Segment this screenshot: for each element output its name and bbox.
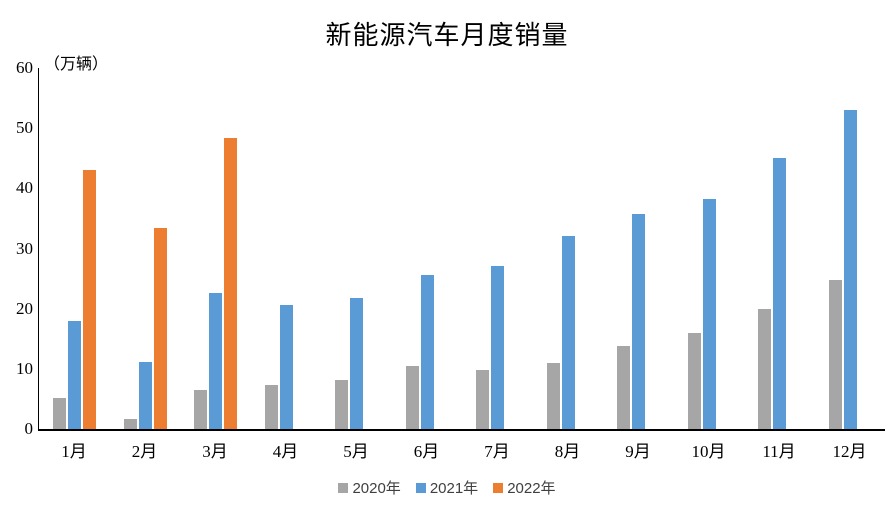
x-tick-label: 1月 <box>61 442 87 461</box>
bar-2020年-9月 <box>617 345 630 429</box>
bar-2020年-10月 <box>687 332 701 429</box>
x-tick-label: 8月 <box>554 442 581 461</box>
bar-2021年-12月 <box>843 109 857 429</box>
bar-2020年-11月 <box>758 308 771 429</box>
bar-2020年-12月 <box>828 279 842 429</box>
legend-item-2020年: 2020年 <box>338 477 401 498</box>
y-tick-label: 0 <box>24 419 34 438</box>
y-tick-label: 30 <box>16 238 33 258</box>
bar-2021年-7月 <box>491 265 504 429</box>
bar-2021年-10月 <box>702 198 716 429</box>
legend-label: 2021年 <box>429 480 479 497</box>
x-axis-line <box>38 429 885 431</box>
legend-label: 2020年 <box>352 480 401 497</box>
bar-2020年-1月 <box>53 397 66 429</box>
bar-2021年-5月 <box>350 298 363 429</box>
y-tick-label: 50 <box>16 118 33 138</box>
legend-item-2022年: 2022年 <box>493 477 556 498</box>
x-tick-label: 7月 <box>484 442 510 461</box>
y-tick-label: 10 <box>16 358 33 378</box>
bar-2020年-2月 <box>123 418 137 429</box>
bar-2022年-1月 <box>83 169 96 429</box>
x-tick-label: 9月 <box>625 442 651 461</box>
x-tick-label: 6月 <box>413 442 440 461</box>
x-tick-label: 4月 <box>272 442 299 461</box>
bar-2021年-9月 <box>632 214 645 429</box>
x-tick-label: 12月 <box>832 442 867 461</box>
bar-2021年-4月 <box>279 305 293 429</box>
bar-2020年-8月 <box>546 362 560 429</box>
chart-title: 新能源汽车月度销量 <box>325 21 569 50</box>
bar-2022年-2月 <box>153 228 167 429</box>
y-axis-unit-label: （万辆） <box>44 56 109 73</box>
bar-2021年-2月 <box>138 362 152 429</box>
bar-2021年-11月 <box>773 158 786 429</box>
legend-swatch-2020年 <box>338 482 349 493</box>
bar-2021年-8月 <box>561 235 575 429</box>
legend-label: 2022年 <box>507 480 556 497</box>
x-tick-label: 3月 <box>202 442 228 461</box>
x-tick-label: 5月 <box>343 442 369 461</box>
bar-2020年-6月 <box>405 366 419 429</box>
bar-2021年-1月 <box>68 321 81 429</box>
legend-item-2021年: 2021年 <box>415 477 479 498</box>
bar-2020年-7月 <box>476 370 489 429</box>
bar-2022年-3月 <box>224 137 237 429</box>
bar-2020年-5月 <box>335 379 348 429</box>
x-tick-label: 10月 <box>691 442 726 461</box>
x-tick-label: 11月 <box>762 442 796 461</box>
bar-2020年-3月 <box>194 389 207 429</box>
legend: 2020年 2021年 2022年 <box>0 477 894 498</box>
y-tick-label: 20 <box>16 298 33 318</box>
legend-swatch-2022年 <box>493 482 504 493</box>
y-axis-line <box>38 68 40 429</box>
y-tick-label: 60 <box>16 58 33 77</box>
legend-swatch-2021年 <box>415 482 426 493</box>
bar-2021年-6月 <box>420 274 434 429</box>
x-tick-label: 2月 <box>131 442 158 461</box>
y-tick-label: 40 <box>16 178 33 198</box>
bar-2020年-4月 <box>264 385 278 429</box>
bar-2021年-3月 <box>209 293 222 429</box>
